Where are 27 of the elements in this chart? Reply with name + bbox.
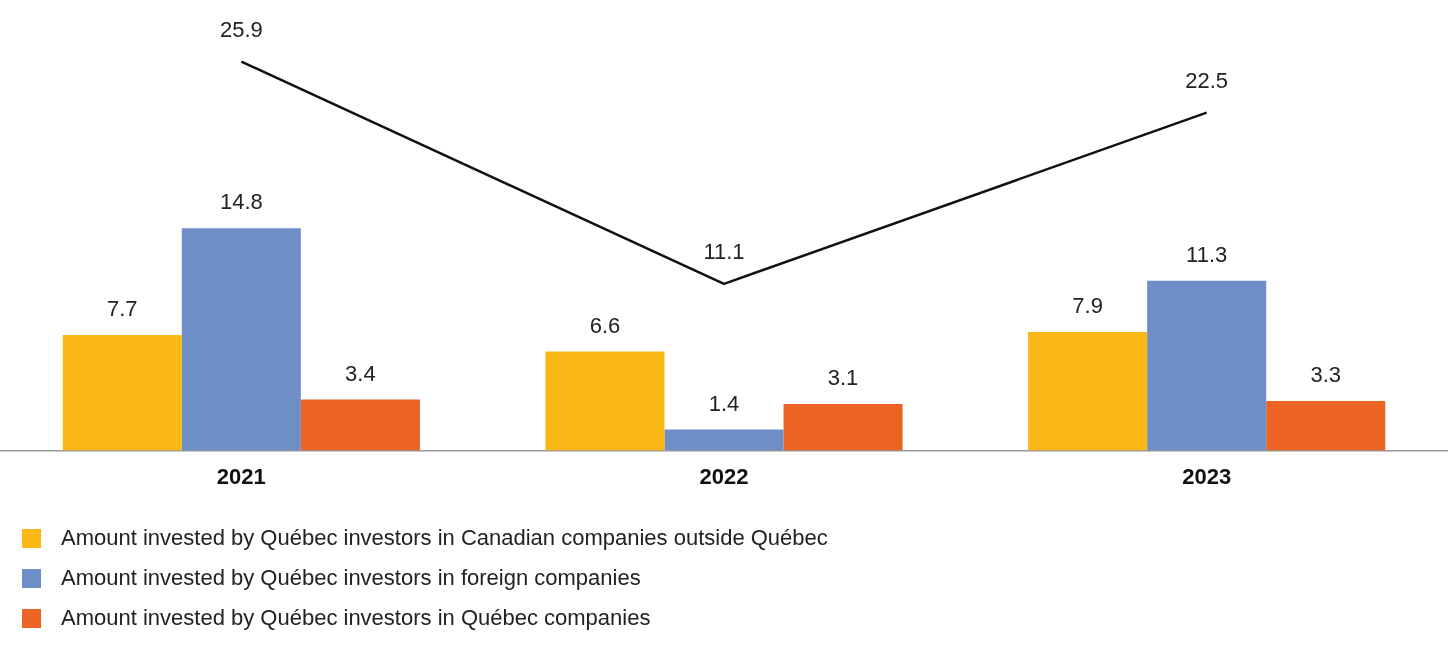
data-label: 22.5 (1185, 67, 1229, 93)
data-label: 25.9 (219, 16, 263, 42)
data-label: 3.3 (1310, 362, 1342, 388)
bar (1266, 401, 1386, 451)
bar (62, 334, 182, 451)
bar (545, 351, 665, 451)
x-tick-label: 2021 (216, 463, 266, 489)
bar (300, 399, 420, 451)
data-label: 1.4 (708, 390, 740, 416)
legend-label: Amount invested by Québec investors in Québec companies (61, 605, 651, 631)
data-label: 3.4 (345, 360, 376, 386)
bar (664, 429, 784, 451)
data-label: 7.9 (1072, 293, 1103, 318)
bar (181, 228, 301, 451)
data-label: 3.1 (827, 365, 859, 391)
bar (1147, 280, 1267, 451)
x-tick-label: 2023 (1182, 463, 1232, 489)
bar (783, 404, 903, 451)
data-label: 14.8 (219, 189, 263, 215)
data-label: 6.6 (589, 312, 621, 338)
data-label: 7.7 (106, 296, 138, 322)
legend-label: Amount invested by Québec investors in Canadian companies outside Québec (61, 525, 828, 551)
legend-label: Amount invested by Québec investors in foreign companies (61, 565, 641, 591)
data-label: 11.1 (703, 238, 745, 264)
data-label: 11.3 (1186, 241, 1228, 267)
bar (1028, 331, 1148, 451)
x-tick-label: 2022 (699, 463, 749, 489)
